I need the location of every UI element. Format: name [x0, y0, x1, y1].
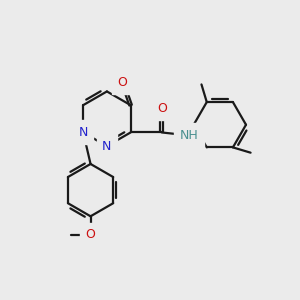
Text: O: O: [118, 76, 128, 88]
Text: NH: NH: [180, 129, 199, 142]
Text: O: O: [85, 228, 95, 241]
Text: O: O: [157, 102, 167, 115]
Text: N: N: [102, 140, 112, 153]
Text: N: N: [79, 126, 88, 139]
